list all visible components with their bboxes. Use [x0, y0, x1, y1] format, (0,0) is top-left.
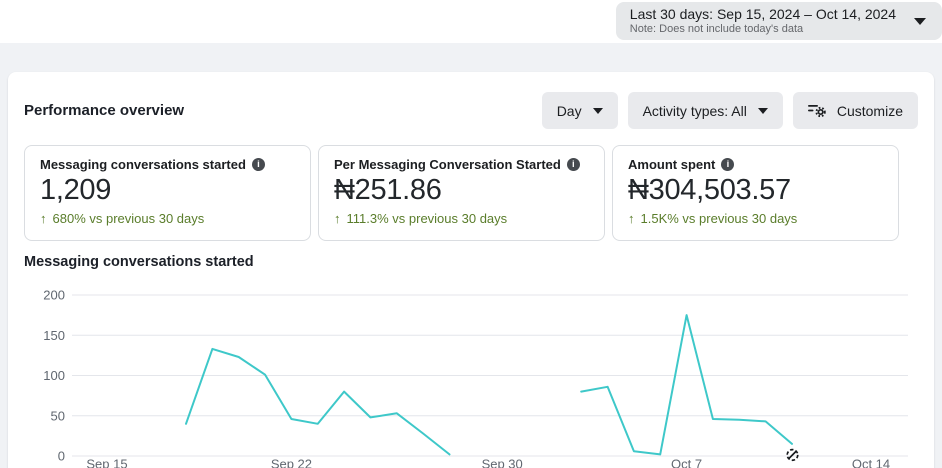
x-axis-tick-label: Oct 14 — [852, 457, 890, 468]
metric-cards-row: Messaging conversations started i 1,209 … — [24, 145, 918, 241]
chart-line-segment — [185, 347, 451, 456]
x-axis-tick-label: Oct 7 — [671, 457, 702, 468]
trend-up-arrow-icon: ↑ — [628, 211, 635, 226]
metric-title-text: Per Messaging Conversation Started — [334, 157, 561, 172]
metric-title-text: Amount spent — [628, 157, 716, 172]
metric-change: ↑ 1.5K% vs previous 30 days — [628, 211, 883, 226]
metric-change-text: 680% vs previous 30 days — [52, 211, 205, 226]
x-axis-tick-label: Sep 30 — [482, 457, 523, 468]
overview-controls: Day Activity types: All Customize — [541, 92, 918, 129]
y-axis-tick-label: 50 — [51, 408, 65, 423]
metric-change-text: 1.5K% vs previous 30 days — [640, 211, 798, 226]
customize-label: Customize — [836, 102, 903, 119]
chart-container: 0 50 100 150 200 Sep 15 Sep 22 Sep 30 Oct 7 Oct 1… — [24, 285, 918, 468]
customize-button[interactable]: Customize — [792, 92, 918, 129]
metric-change: ↑ 111.3% vs previous 30 days — [334, 211, 589, 226]
y-axis-tick-label: 200 — [43, 288, 65, 303]
granularity-label: Day — [556, 102, 582, 119]
date-range-note: Note: Does not include today's data — [629, 23, 804, 35]
info-icon[interactable]: i — [721, 158, 735, 171]
x-axis-tick-label: Sep 22 — [271, 457, 312, 468]
activity-types-label: Activity types: All — [642, 102, 747, 119]
metric-value: 1,209 — [40, 174, 112, 206]
chevron-down-icon — [592, 107, 603, 114]
trend-up-arrow-icon: ↑ — [334, 211, 341, 226]
y-axis-tick-label: 0 — [58, 449, 65, 464]
y-axis-tick-label: 150 — [43, 328, 65, 343]
metric-change: ↑ 680% vs previous 30 days — [40, 211, 295, 226]
metric-card-conversations-started: Messaging conversations started i 1,209 … — [24, 145, 311, 241]
granularity-dropdown[interactable]: Day — [541, 92, 618, 129]
metric-title-text: Messaging conversations started — [40, 157, 246, 172]
date-range-label: Last 30 days: Sep 15, 2024 – Oct 14, 202… — [629, 6, 896, 22]
metric-card-cost-per-conversation: Per Messaging Conversation Started i ₦25… — [318, 145, 605, 241]
metric-title: Per Messaging Conversation Started i — [334, 157, 589, 172]
chart-line-segment — [580, 314, 793, 456]
metric-value: ₦304,503.57 — [628, 174, 791, 206]
messaging-conversations-line-chart: 0 50 100 150 200 Sep 15 Sep 22 Sep 30 Oct 7 Oct 1… — [43, 288, 908, 468]
metric-value: ₦251.86 — [334, 174, 442, 206]
x-axis-tick-label: Sep 15 — [86, 457, 127, 468]
activity-types-dropdown[interactable]: Activity types: All — [627, 92, 783, 129]
y-axis-tick-label: 100 — [43, 368, 65, 383]
overview-header: Performance overview Day Activity types:… — [24, 92, 918, 129]
info-icon[interactable]: i — [251, 158, 265, 171]
performance-overview-panel: Performance overview Day Activity types:… — [8, 72, 934, 468]
info-icon[interactable]: i — [566, 158, 580, 171]
chart-title: Messaging conversations started — [24, 254, 254, 270]
pending-data-icon — [786, 448, 799, 462]
metric-title: Amount spent i — [628, 157, 883, 172]
trend-up-arrow-icon: ↑ — [40, 211, 47, 226]
date-range-selector[interactable]: Last 30 days: Sep 15, 2024 – Oct 14, 202… — [615, 2, 942, 40]
customize-icon — [807, 105, 826, 118]
page-title: Performance overview — [24, 102, 185, 119]
metric-change-text: 111.3% vs previous 30 days — [346, 211, 508, 226]
metric-card-amount-spent: Amount spent i ₦304,503.57 ↑ 1.5K% vs pr… — [612, 145, 899, 241]
metric-title: Messaging conversations started i — [40, 157, 295, 172]
chevron-down-icon — [757, 107, 768, 114]
chevron-down-icon — [914, 18, 926, 25]
top-bar: Last 30 days: Sep 15, 2024 – Oct 14, 202… — [0, 0, 942, 43]
